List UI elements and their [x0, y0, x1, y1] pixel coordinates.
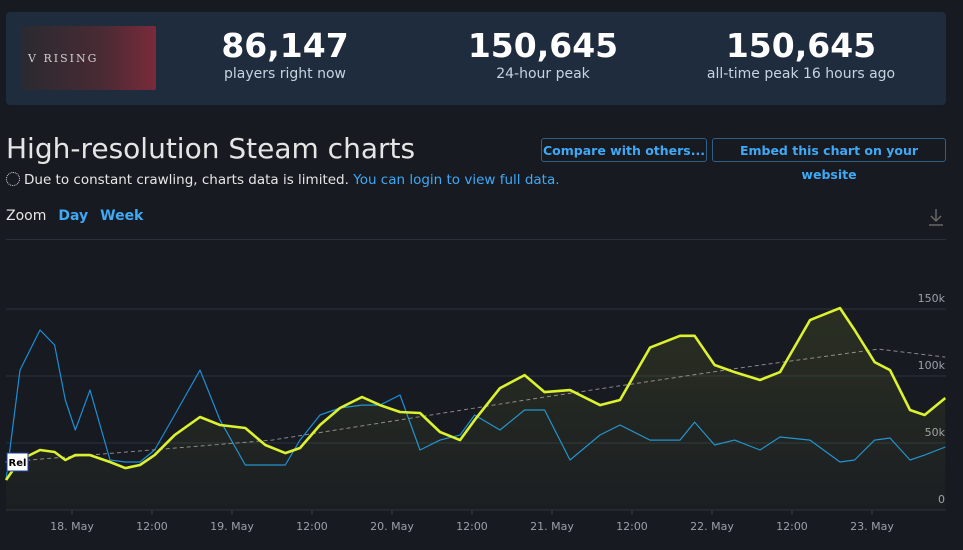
stat-label: 24-hour peak	[496, 66, 590, 82]
notice-icon	[6, 172, 20, 186]
stat-value: 150,645	[725, 26, 877, 65]
stat-value: 150,645	[467, 26, 619, 65]
stat-value: 86,147	[221, 26, 349, 65]
y-tick-label: 100k	[918, 359, 946, 372]
game-logo[interactable]: V RISING	[22, 26, 156, 90]
stat: 150,645 24-hour peak	[423, 26, 663, 82]
stat: 86,147 players right now	[165, 26, 405, 82]
x-tick-label: 12:00	[776, 520, 808, 533]
x-tick-label: 23. May	[850, 520, 894, 533]
stat-label: players right now	[224, 66, 346, 82]
x-tick-label: 12:00	[296, 520, 328, 533]
y-tick-label: 150k	[918, 292, 946, 305]
notice: Due to constant crawling, charts data is…	[6, 172, 560, 188]
x-tick-label: 22. May	[690, 520, 734, 533]
embed-button[interactable]: Embed this chart on your website	[712, 138, 946, 182]
zoom-option[interactable]: Week	[100, 208, 144, 224]
download-icon[interactable]	[927, 207, 945, 227]
x-tick-label: 20. May	[370, 520, 414, 533]
x-tick-label: 12:00	[616, 520, 648, 533]
zoom-bar: Zoom Day Week	[6, 208, 143, 224]
divider	[6, 239, 946, 240]
line	[4, 306, 947, 481]
x-tick-label: 12:00	[456, 520, 488, 533]
notice-text: Due to constant crawling, charts data is…	[24, 172, 349, 188]
stat-label: all-time peak 16 hours ago	[706, 66, 896, 82]
zoom-label: Zoom	[6, 208, 47, 224]
x-tick-label: 12:00	[136, 520, 168, 533]
page-title: High-resolution Steam charts	[6, 132, 416, 165]
stat: 150,645 all-time peak 16 hours ago	[681, 26, 921, 82]
area	[5, 308, 946, 510]
x-tick-label: 18. May	[50, 520, 94, 533]
login-link[interactable]: You can login to view full data.	[353, 172, 560, 188]
x-tick-label: 21. May	[530, 520, 574, 533]
annotation-box	[6, 452, 29, 472]
compare-button[interactable]: Compare with others...	[541, 138, 707, 162]
stats-panel: V RISING 86,147 players right now 150,64…	[6, 12, 946, 105]
x-tick-label: 19. May	[210, 520, 254, 533]
annotation: Rel	[9, 458, 27, 469]
zoom-option[interactable]: Day	[58, 208, 89, 224]
